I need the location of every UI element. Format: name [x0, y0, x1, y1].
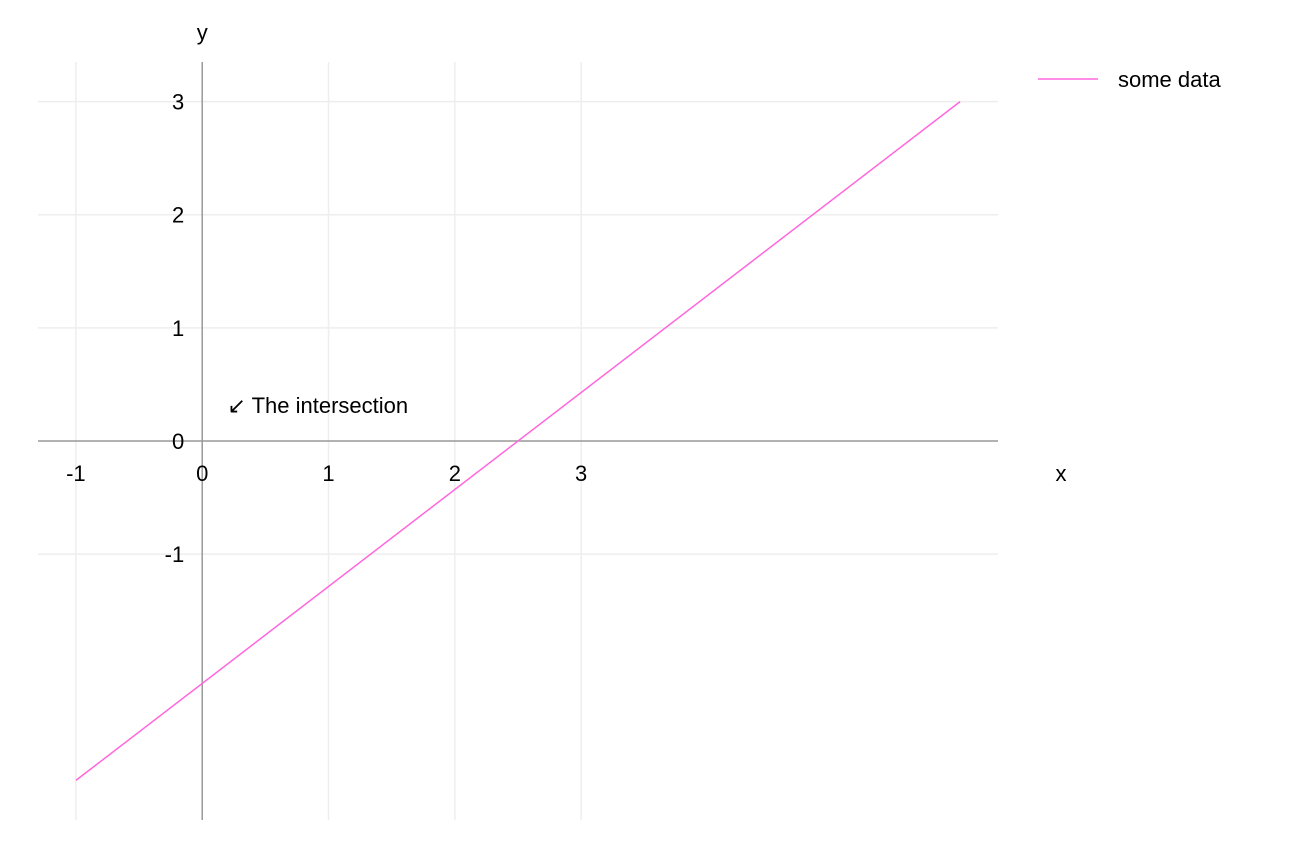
legend-label: some data [1118, 67, 1221, 92]
y-axis-label: y [197, 20, 208, 45]
annotation-intersection: ↙ The intersection [227, 393, 408, 418]
series-line-0 [75, 101, 961, 781]
legend: some data [1038, 67, 1221, 92]
series-lines [75, 101, 961, 781]
x-tick-label: 1 [322, 461, 334, 486]
x-tick-label: -1 [66, 461, 86, 486]
x-tick-label: 3 [575, 461, 587, 486]
y-tick-label: -1 [165, 542, 185, 567]
tick-labels: -1 0 1 2 3 -1 0 1 2 3 [66, 90, 587, 568]
x-tick-label: 0 [196, 461, 208, 486]
y-tick-label: 0 [172, 429, 184, 454]
x-axis-label: x [1056, 461, 1067, 486]
y-tick-label: 1 [172, 316, 184, 341]
x-tick-label: 2 [449, 461, 461, 486]
y-tick-label: 2 [172, 203, 184, 228]
y-tick-label: 3 [172, 90, 184, 115]
grid [38, 62, 998, 820]
